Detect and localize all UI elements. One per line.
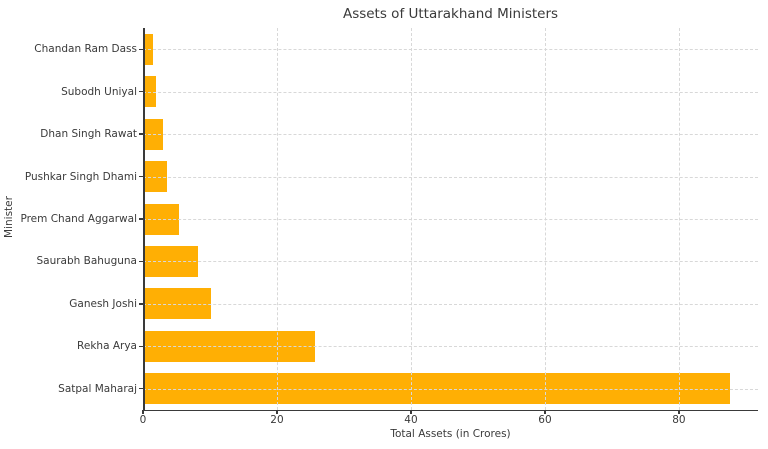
y-tick-label: Satpal Maharaj bbox=[58, 382, 137, 395]
y-gridline bbox=[143, 219, 758, 220]
y-gridline bbox=[143, 91, 758, 93]
x-tick-mark bbox=[544, 410, 546, 414]
x-tick-label: 0 bbox=[139, 414, 147, 426]
y-tick-mark bbox=[139, 48, 143, 50]
y-axis-spine bbox=[143, 28, 145, 410]
x-tick-mark bbox=[142, 410, 144, 414]
y-gridline bbox=[143, 346, 758, 348]
y-tick-label: Saurabh Bahuguna bbox=[36, 255, 137, 268]
y-tick-label: Chandan Ram Dass bbox=[34, 43, 137, 56]
y-gridline bbox=[143, 176, 758, 178]
x-tick-mark bbox=[276, 410, 278, 414]
x-axis-spine bbox=[143, 409, 758, 411]
y-gridline bbox=[143, 134, 758, 136]
y-tick-label: Prem Chand Aggarwal bbox=[20, 213, 137, 225]
y-tick-mark bbox=[139, 345, 143, 348]
y-tick-label: Ganesh Joshi bbox=[69, 297, 137, 310]
y-tick-label: Rekha Arya bbox=[77, 340, 137, 353]
x-tick-mark bbox=[678, 410, 680, 414]
y-tick-mark bbox=[139, 175, 143, 178]
y-tick-mark bbox=[139, 90, 143, 93]
plot-area bbox=[143, 28, 758, 411]
y-gridline bbox=[143, 261, 758, 263]
y-tick-label: Pushkar Singh Dhami bbox=[24, 170, 137, 183]
y-gridline bbox=[143, 303, 758, 305]
x-tick-label: 40 bbox=[404, 414, 418, 426]
y-gridline bbox=[143, 49, 758, 51]
y-tick-mark bbox=[139, 260, 143, 263]
y-tick-mark bbox=[139, 218, 143, 220]
y-tick-mark bbox=[139, 133, 143, 135]
x-tick-label: 80 bbox=[672, 414, 686, 426]
x-axis-label: Total Assets (in Crores) bbox=[390, 428, 511, 440]
y-tick-mark bbox=[139, 303, 143, 305]
chart-title: Assets of Uttarakhand Ministers bbox=[342, 6, 559, 22]
x-tick-mark bbox=[410, 410, 412, 414]
x-tick-label: 60 bbox=[538, 414, 552, 426]
y-tick-label: Subodh Uniyal bbox=[61, 85, 137, 98]
y-tick-mark bbox=[139, 388, 143, 390]
x-tick-label: 20 bbox=[270, 414, 284, 426]
y-tick-label: Dhan Singh Rawat bbox=[40, 128, 137, 141]
y-gridline bbox=[143, 388, 758, 390]
